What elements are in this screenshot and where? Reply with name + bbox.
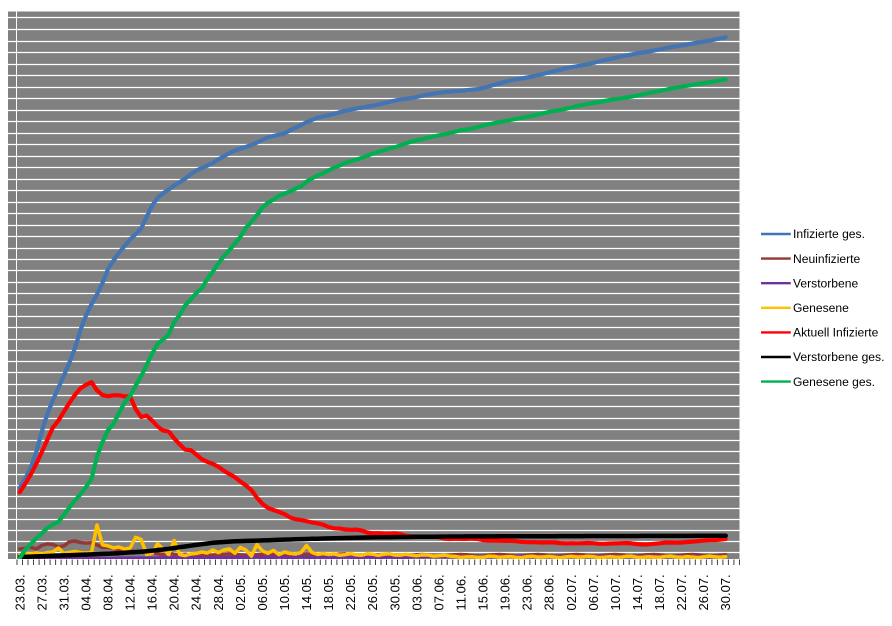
svg-text:10.05.: 10.05. [277,574,292,610]
svg-text:22.07.: 22.07. [674,574,689,610]
svg-text:14.07.: 14.07. [630,574,645,610]
svg-text:Verstorbene: Verstorbene [793,276,858,290]
svg-text:22.05.: 22.05. [343,574,358,610]
svg-text:23.06.: 23.06. [520,574,535,610]
svg-text:Verstorbene ges.: Verstorbene ges. [793,350,884,364]
svg-text:02.05.: 02.05. [233,574,248,610]
svg-text:08.04.: 08.04. [101,574,116,610]
svg-text:12.04.: 12.04. [123,574,138,610]
svg-text:30.07.: 30.07. [718,574,733,610]
svg-text:28.06.: 28.06. [542,574,557,610]
svg-text:27.03.: 27.03. [34,574,49,610]
svg-text:Genesene: Genesene [793,301,849,315]
svg-text:16.04.: 16.04. [145,574,160,610]
svg-text:06.05.: 06.05. [255,574,270,610]
svg-text:26.05.: 26.05. [365,574,380,610]
svg-text:20.04.: 20.04. [167,574,182,610]
svg-text:Genesene ges.: Genesene ges. [793,375,875,389]
svg-text:18.07.: 18.07. [652,574,667,610]
svg-text:15.06.: 15.06. [476,574,491,610]
svg-text:Infizierte ges.: Infizierte ges. [793,227,865,241]
svg-text:03.06.: 03.06. [409,574,424,610]
svg-text:26.07.: 26.07. [696,574,711,610]
svg-text:14.05.: 14.05. [299,574,314,610]
svg-text:Aktuell Infizierte: Aktuell Infizierte [793,326,879,340]
svg-text:02.07.: 02.07. [564,574,579,610]
svg-text:04.04.: 04.04. [78,574,93,610]
svg-text:10.07.: 10.07. [608,574,623,610]
svg-text:11.06.: 11.06. [454,575,469,610]
svg-text:31.03.: 31.03. [56,574,71,610]
svg-text:23.03.: 23.03. [12,574,27,610]
svg-text:19.06.: 19.06. [498,574,513,610]
svg-text:Neuinfizierte: Neuinfizierte [793,252,860,266]
svg-text:18.05.: 18.05. [321,574,336,610]
svg-text:24.04.: 24.04. [189,574,204,610]
svg-text:28.04.: 28.04. [211,574,226,610]
svg-text:30.05.: 30.05. [387,574,402,610]
svg-text:07.06.: 07.06. [431,574,446,610]
svg-text:06.07.: 06.07. [586,574,601,610]
